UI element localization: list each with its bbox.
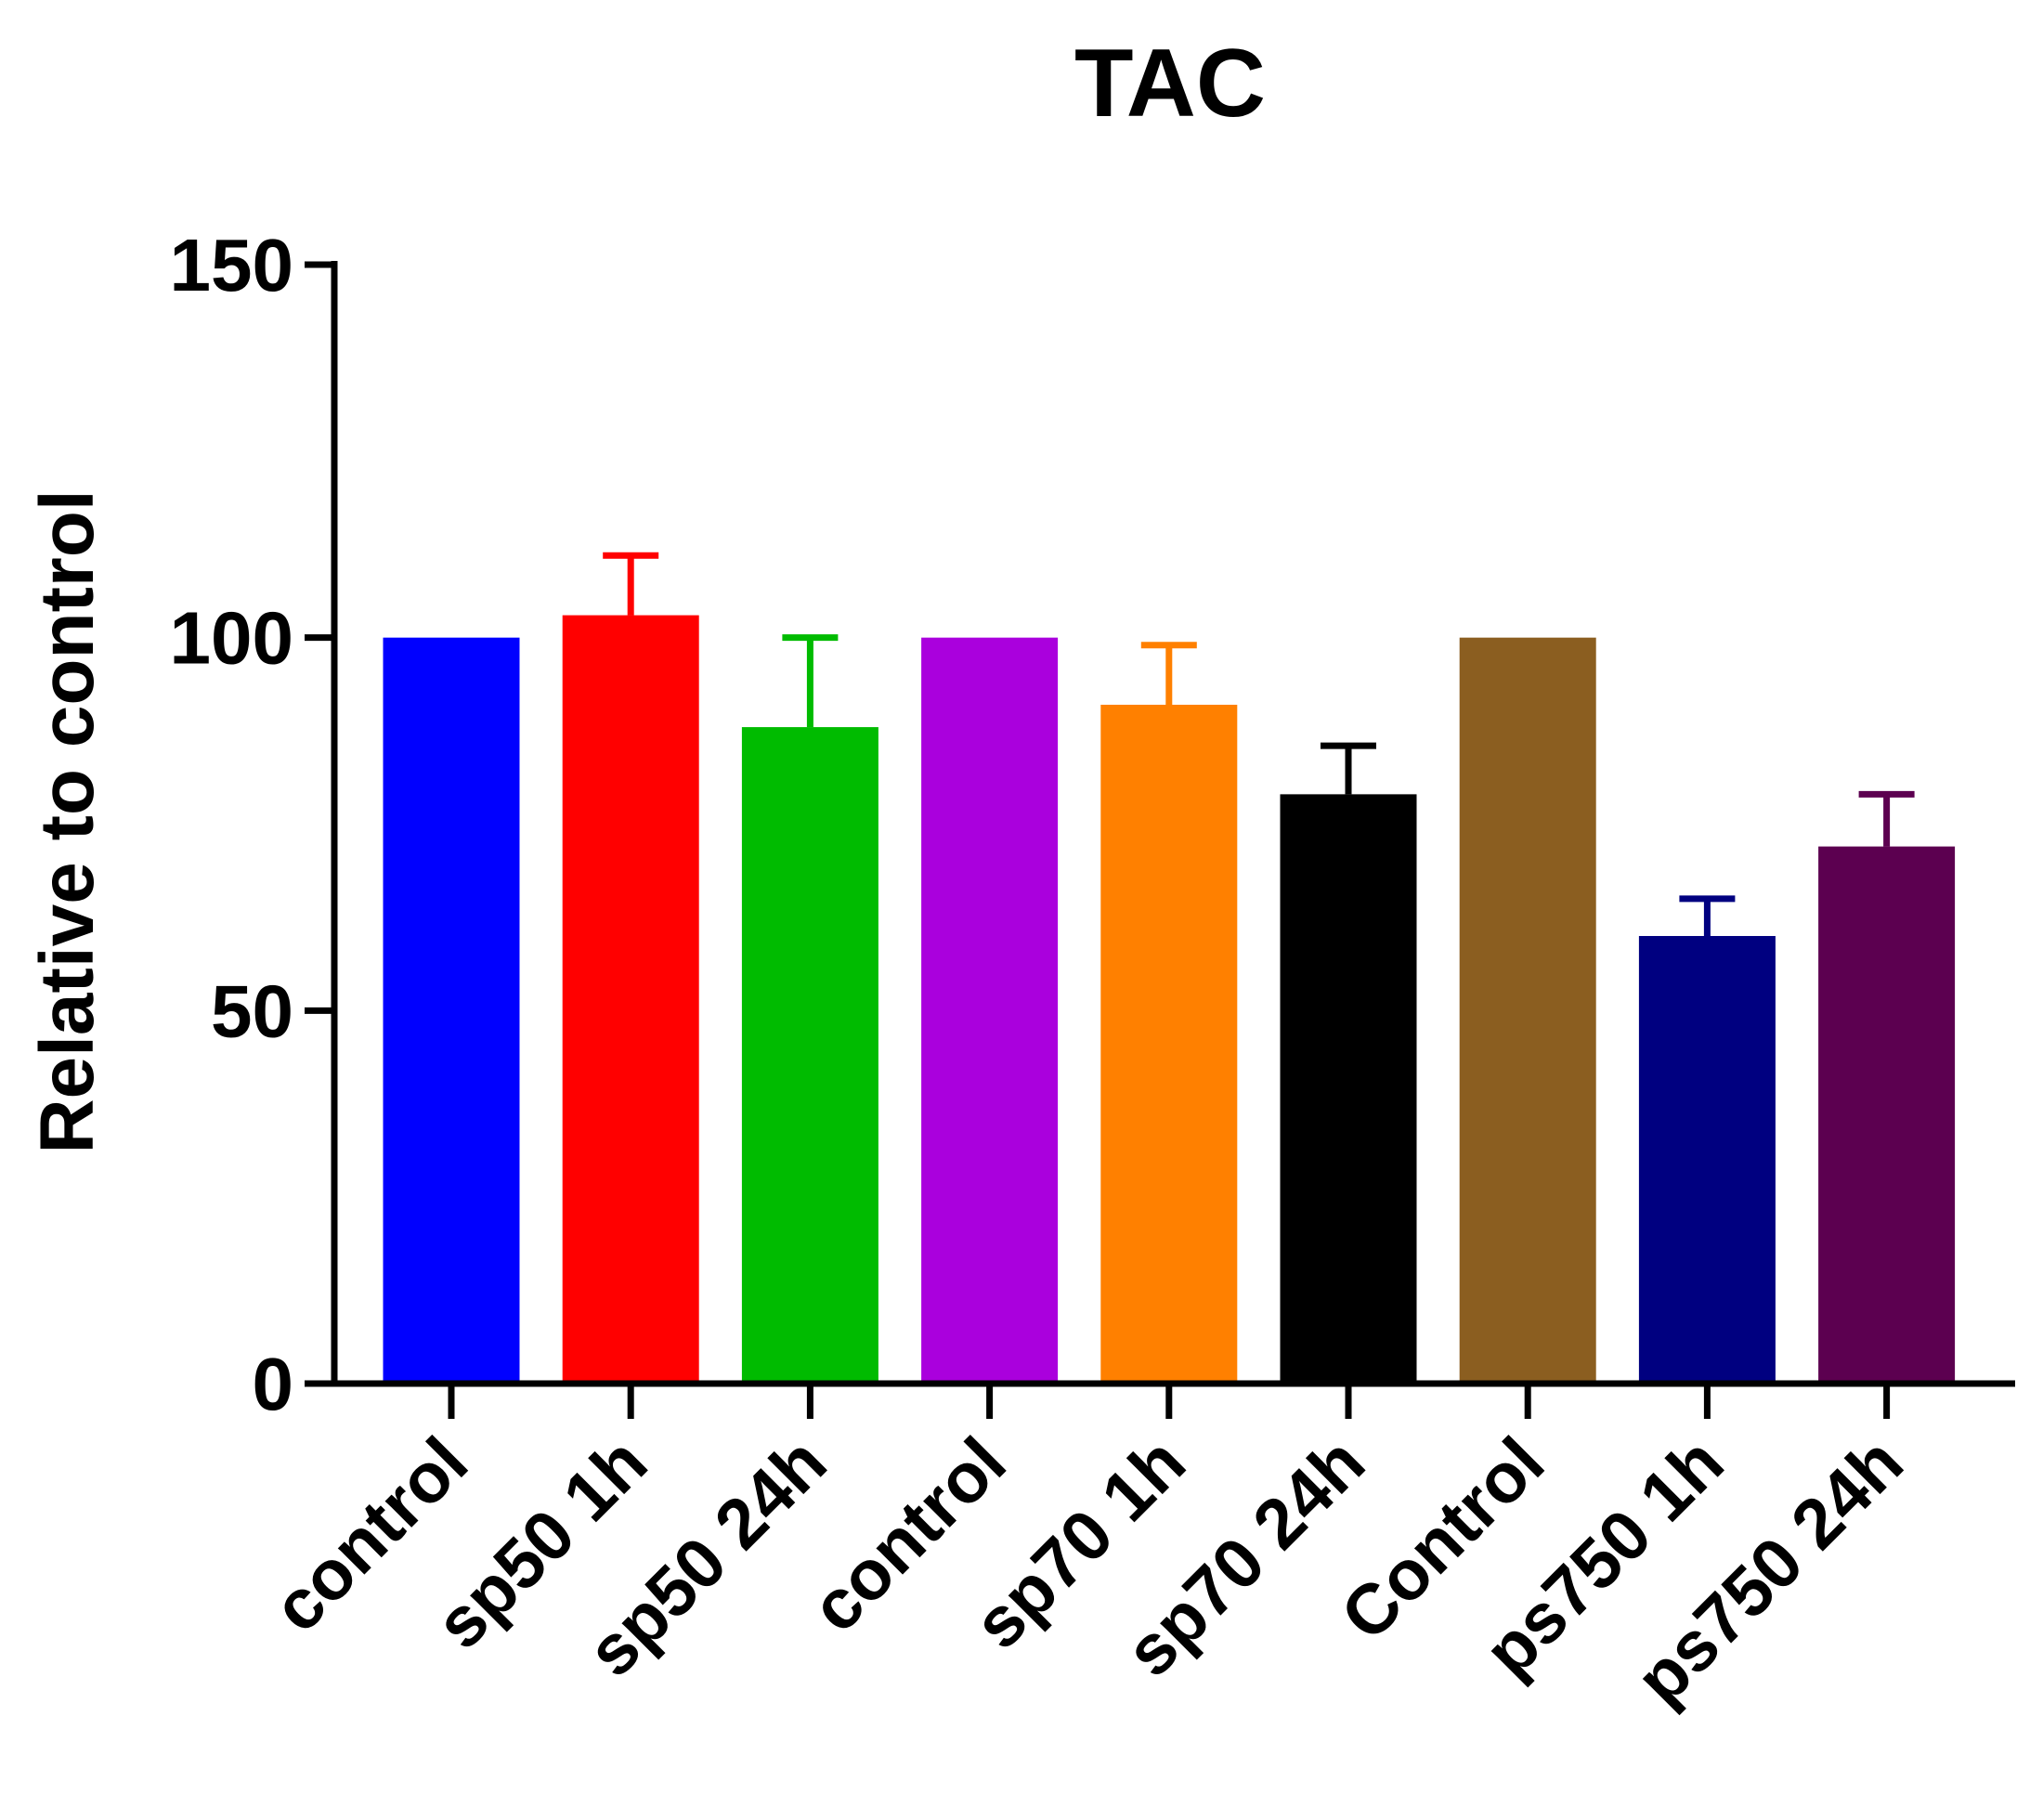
error-bar-5 bbox=[1140, 642, 1197, 705]
error-bar-3 bbox=[782, 634, 839, 728]
bar-5 bbox=[1100, 704, 1238, 1384]
bar-4 bbox=[921, 637, 1059, 1384]
error-bar-9 bbox=[1858, 790, 1915, 847]
bar-8 bbox=[1638, 936, 1776, 1384]
y-tick-label: 50 bbox=[211, 969, 293, 1052]
y-axis-label: Relative to control bbox=[25, 489, 110, 1153]
bar-1 bbox=[383, 637, 520, 1384]
bars-layer bbox=[383, 615, 1956, 1384]
error-bar-8 bbox=[1679, 895, 1736, 936]
axes-layer bbox=[331, 261, 2015, 1387]
error-bar-6 bbox=[1321, 742, 1376, 795]
bar-9 bbox=[1818, 846, 1956, 1384]
bar-6 bbox=[1280, 794, 1417, 1384]
y-tick-label: 0 bbox=[253, 1343, 294, 1425]
bar-3 bbox=[741, 727, 878, 1384]
y-tick-label: 150 bbox=[170, 224, 293, 306]
error-bars-layer bbox=[603, 552, 1915, 936]
chart-title: TAC bbox=[1074, 30, 1266, 137]
y-tick-label: 100 bbox=[170, 597, 293, 680]
y-ticks-layer: 0 50 100 150 bbox=[170, 224, 334, 1425]
bar-7 bbox=[1459, 637, 1596, 1384]
error-bar-2 bbox=[603, 552, 659, 616]
bar-2 bbox=[562, 615, 699, 1384]
